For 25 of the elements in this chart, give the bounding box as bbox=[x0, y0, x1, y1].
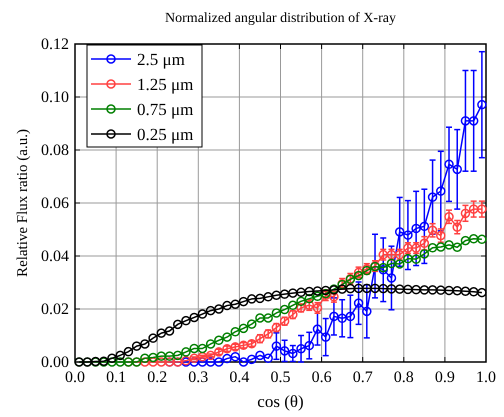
x-axis-title: cos (θ) bbox=[257, 392, 304, 411]
y-tick-label: 0.00 bbox=[41, 354, 69, 371]
x-tick-label: 0.1 bbox=[106, 369, 126, 386]
x-tick-label: 0.9 bbox=[434, 369, 455, 386]
y-axis-title: Relative Flux ratio (a.u.) bbox=[15, 129, 31, 277]
y-tick-label: 0.08 bbox=[41, 142, 69, 159]
legend-label: 1.25 μm bbox=[137, 75, 194, 94]
x-tick-label: 0.5 bbox=[270, 369, 290, 386]
y-tick-label: 0.04 bbox=[41, 248, 69, 265]
x-tick-label: 0.4 bbox=[229, 369, 250, 386]
y-tick-label: 0.06 bbox=[41, 195, 69, 212]
y-tick-label: 0.12 bbox=[41, 36, 69, 53]
x-tick-label: 0.0 bbox=[65, 369, 85, 386]
legend-label: 0.75 μm bbox=[137, 100, 194, 119]
x-tick-label: 0.6 bbox=[312, 369, 332, 386]
y-tick-label: 0.10 bbox=[41, 89, 69, 106]
x-tick-label: 1.0 bbox=[476, 369, 496, 386]
x-tick-label: 0.3 bbox=[188, 369, 208, 386]
x-tick-label: 0.7 bbox=[352, 369, 373, 386]
chart-title: Normalized angular distribution of X-ray bbox=[165, 11, 396, 26]
legend-label: 2.5 μm bbox=[137, 50, 185, 69]
y-tick-label: 0.02 bbox=[41, 301, 69, 318]
x-tick-label: 0.8 bbox=[394, 369, 414, 386]
legend-label: 0.25 μm bbox=[137, 125, 194, 144]
x-tick-label: 0.2 bbox=[147, 369, 168, 386]
